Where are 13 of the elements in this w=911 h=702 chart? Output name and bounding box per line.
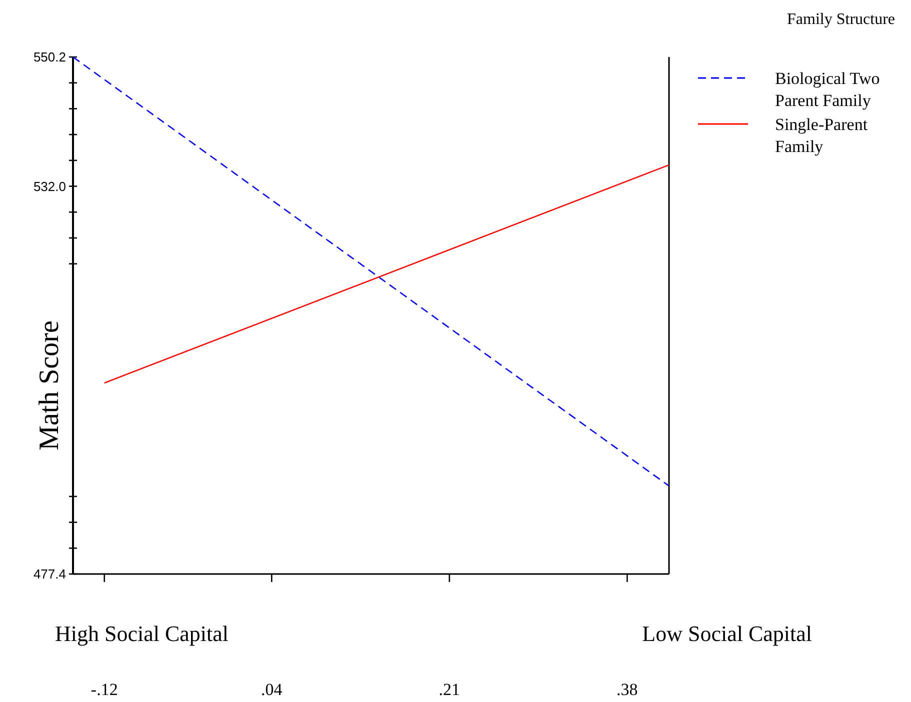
x-tick-label: -.12: [90, 680, 118, 699]
y-tick-label: 532.0: [33, 178, 66, 194]
legend-title: Family Structure: [787, 11, 895, 28]
y-tick-label: 477.4: [33, 566, 66, 582]
text: High Social Capital: [55, 621, 229, 646]
x-tick-label: .04: [261, 680, 283, 699]
legend-label: Biological Two Parent Family: [775, 69, 880, 110]
text: Low Social Capital: [642, 621, 812, 646]
y-tick-label: 550.2: [33, 50, 66, 65]
legend-label: Single-Parent Family: [775, 115, 868, 156]
x-tick-label: .38: [616, 680, 638, 699]
x-tick-label: .21: [438, 680, 460, 699]
y-axis-title: Math Score: [34, 320, 65, 450]
